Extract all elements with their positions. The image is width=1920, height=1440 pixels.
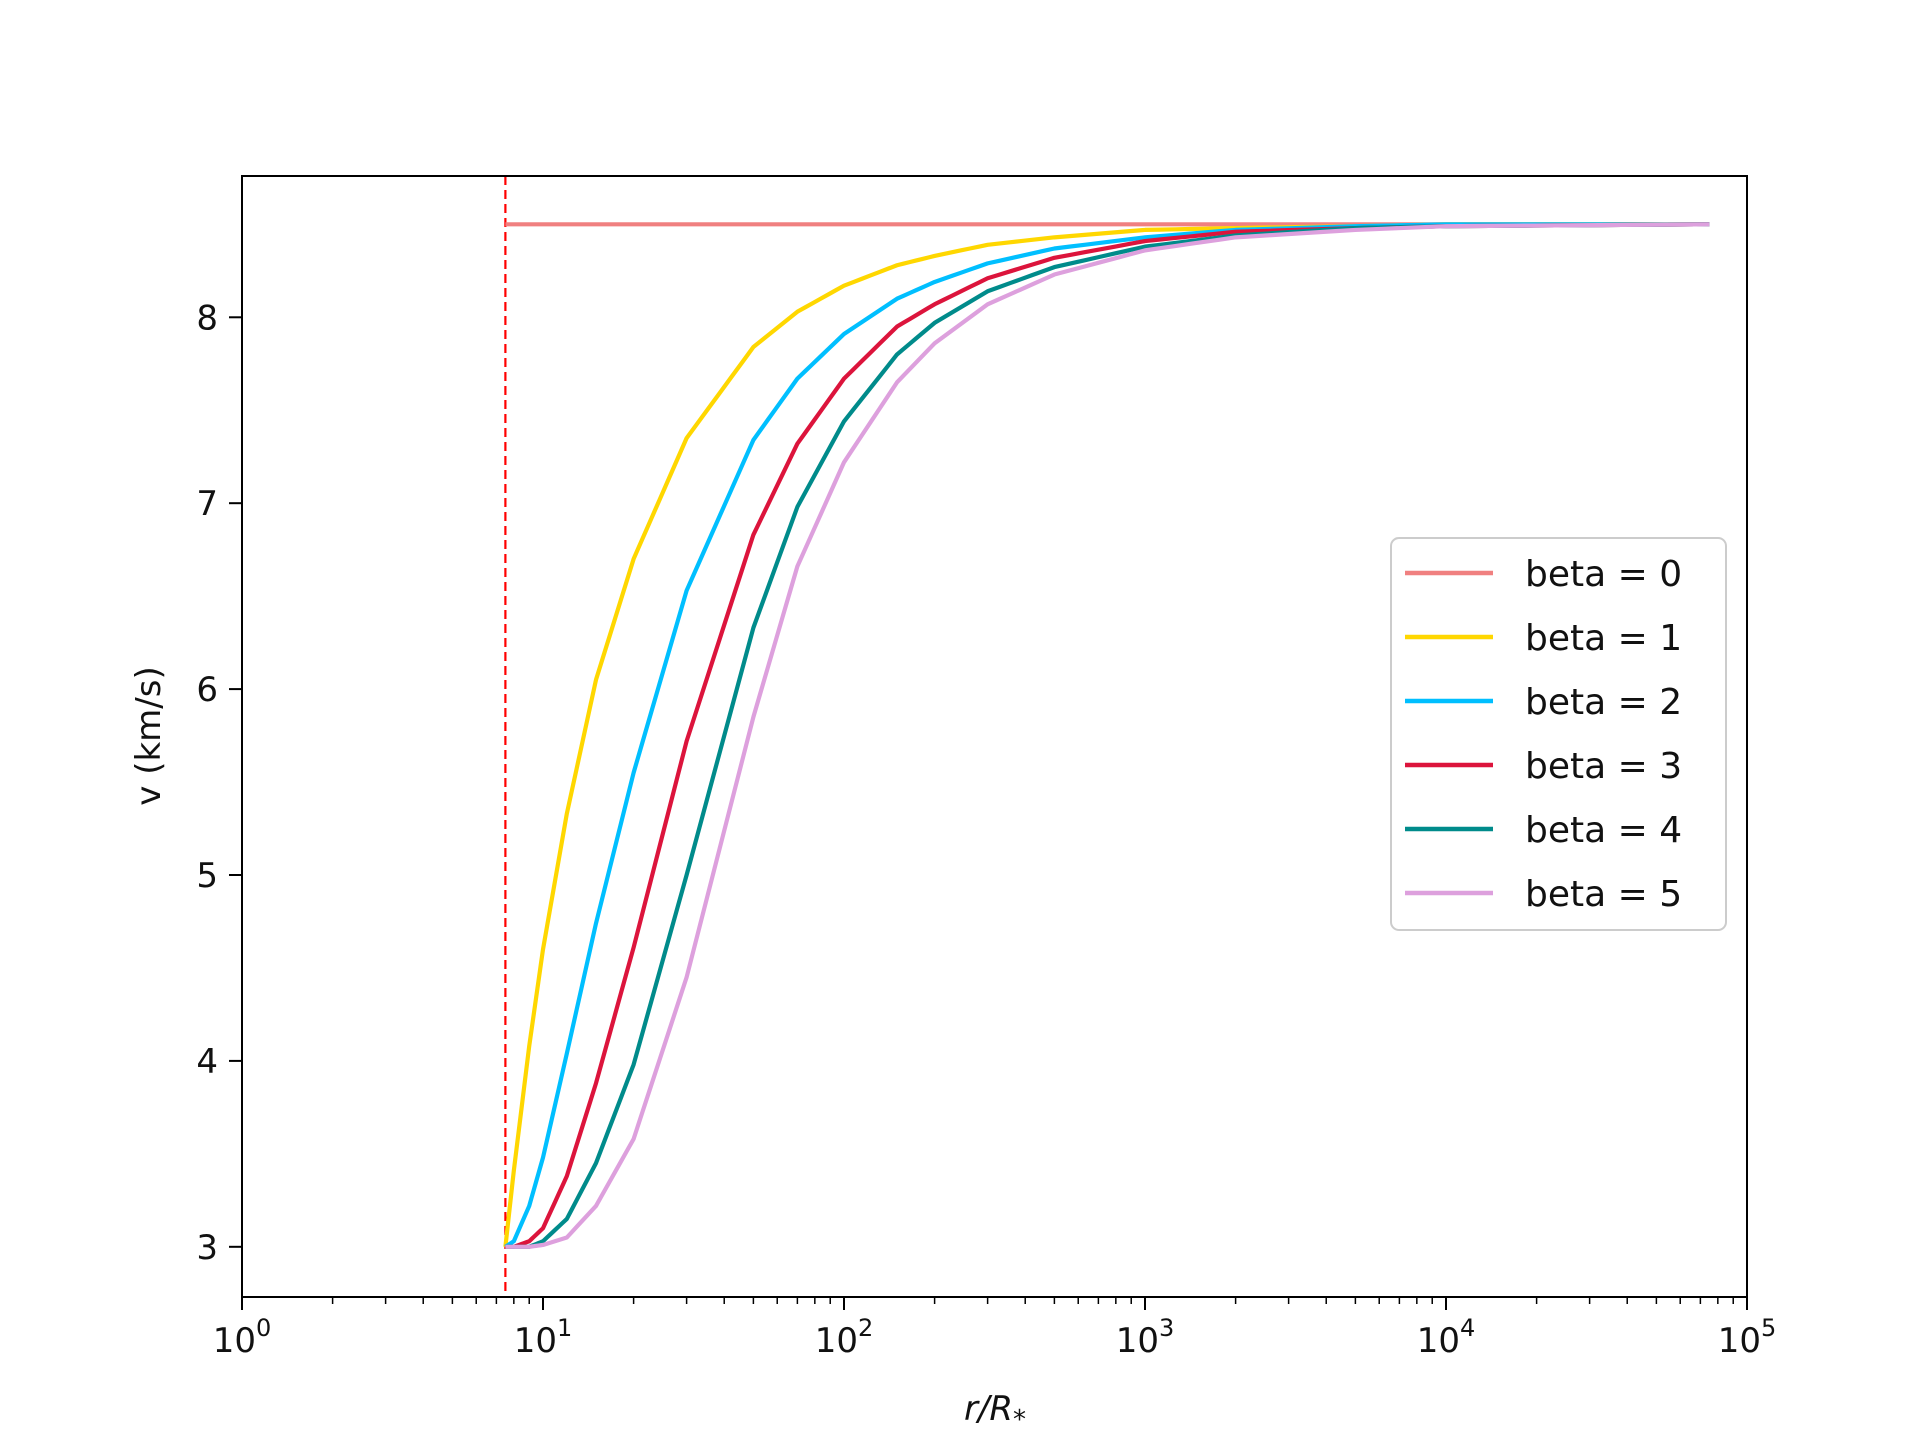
x-axis-title: r/R* [964, 1389, 1026, 1435]
series-line-beta-3 [504, 222, 1710, 1249]
legend-label: beta = 1 [1525, 618, 1682, 659]
y-tick-label: 3 [196, 1228, 218, 1268]
x-axis-title-main: r/R [964, 1389, 1013, 1429]
series-layer [503, 176, 1710, 1297]
x-tick-label: 103 [1116, 1314, 1175, 1361]
y-tick-label: 7 [196, 484, 218, 524]
legend-label: beta = 4 [1525, 810, 1682, 851]
x-axis: 100 101 102 103 104 105 [213, 1297, 1777, 1361]
legend-box [1390, 537, 1727, 931]
y-tick-label: 5 [196, 856, 218, 896]
y-tick-label: 4 [196, 1042, 218, 1082]
legend-label: beta = 0 [1525, 554, 1682, 595]
legend: beta = 0 beta = 1 beta = 2 beta = 3 beta = 4… [1390, 537, 1727, 931]
y-axis: 3 4 5 6 7 8 [196, 298, 242, 1268]
x-axis-title-subscript: * [1013, 1405, 1026, 1435]
series-line-beta-5 [504, 222, 1710, 1249]
legend-label: beta = 3 [1525, 746, 1682, 787]
x-tick-label: 102 [815, 1314, 874, 1361]
x-tick-label: 104 [1417, 1314, 1476, 1361]
x-tick-label: 101 [514, 1314, 573, 1361]
legend-label: beta = 2 [1525, 682, 1682, 723]
series-line-beta-1 [503, 222, 1710, 1248]
legend-label: beta = 5 [1525, 874, 1682, 915]
plot-frame [241, 175, 1748, 1298]
series-line-beta-2 [504, 222, 1710, 1249]
x-tick-label: 105 [1718, 1314, 1777, 1361]
y-tick-label: 6 [196, 670, 218, 710]
y-tick-label: 8 [196, 298, 218, 338]
x-tick-label: 100 [213, 1314, 272, 1361]
series-line-beta-4 [504, 222, 1710, 1249]
y-axis-title: v (km/s) [129, 666, 169, 805]
